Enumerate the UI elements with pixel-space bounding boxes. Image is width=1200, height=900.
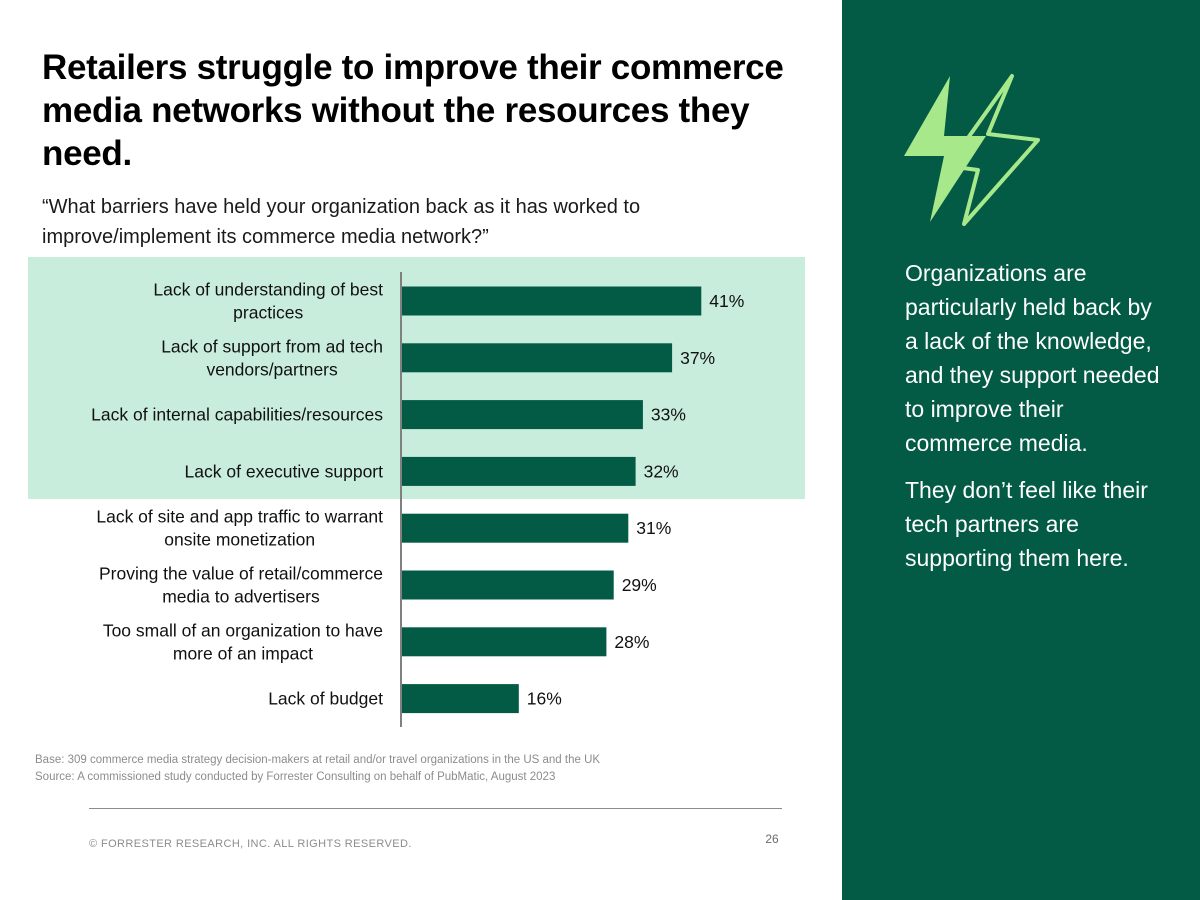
base-note: Base: 309 commerce media strategy decisi…: [35, 754, 601, 766]
slide-title: Retailers struggle to improve their comm…: [42, 48, 784, 173]
category-label-8: Lack of budget: [268, 689, 383, 709]
bar-3: [402, 400, 643, 430]
insight-paragraph-2: They don’t feel like their tech partners…: [905, 477, 1148, 571]
category-label-5: Lack of site and app traffic to warrant o…: [96, 507, 383, 550]
category-label-6: Proving the value of retail/commerce medi…: [99, 564, 383, 607]
data-label-1: 41%: [709, 291, 744, 311]
copyright: © FORRESTER RESEARCH, INC. ALL RIGHTS RE…: [89, 838, 412, 850]
data-label-5: 31%: [636, 518, 671, 538]
data-label-7: 28%: [614, 632, 649, 652]
bar-4: [402, 456, 636, 486]
bar-5: [402, 513, 629, 543]
lightning-bolt-icon: [904, 74, 1040, 226]
category-label-7: Too small of an organization to have more…: [103, 620, 383, 663]
bar-2: [402, 343, 673, 373]
data-label-3: 33%: [651, 405, 686, 425]
footnotes: Base: 309 commerce media strategy decisi…: [35, 752, 795, 786]
data-label-4: 32%: [644, 461, 679, 481]
side-panel: Organizations are particularly held back…: [842, 0, 1200, 900]
category-label-4: Lack of executive support: [185, 461, 384, 481]
footer-divider: [89, 808, 782, 809]
bar-chart: 41% Lack of understanding of best practice…: [91, 272, 744, 727]
page-number: 26: [765, 832, 779, 846]
survey-question: “What barriers have held your organizati…: [42, 196, 641, 248]
data-label-8: 16%: [527, 689, 562, 709]
bar-8: [402, 684, 519, 714]
category-label-1: Lack of understanding of best practices: [153, 280, 383, 323]
data-label-2: 37%: [680, 348, 715, 368]
category-label-2: Lack of support from ad tech vendors/part…: [161, 336, 383, 379]
data-label-6: 29%: [622, 575, 657, 595]
insight-paragraph-1: Organizations are particularly held back…: [905, 260, 1160, 456]
source-note: Source: A commissioned study conducted b…: [35, 771, 556, 783]
category-label-3: Lack of internal capabilities/resources: [91, 405, 383, 425]
bar-6: [402, 570, 614, 600]
side-panel-text: Organizations are particularly held back…: [905, 256, 1170, 575]
bar-1: [402, 286, 702, 316]
bar-7: [402, 627, 607, 657]
